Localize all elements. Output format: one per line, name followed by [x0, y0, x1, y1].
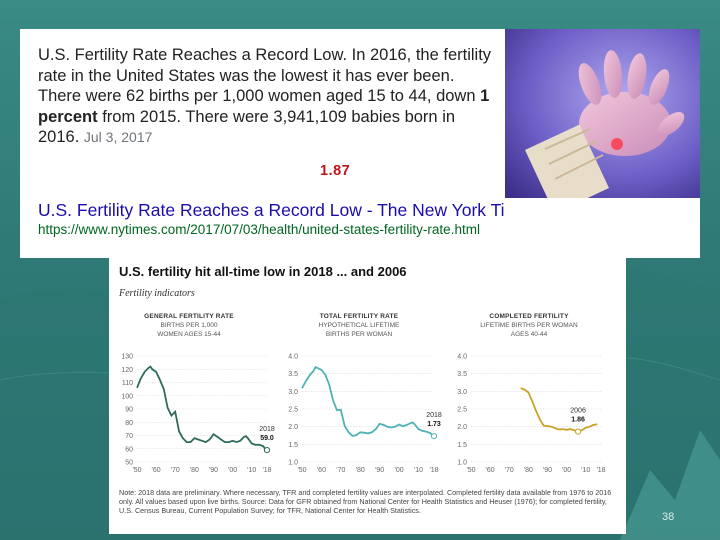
x-tick-label: '80	[190, 467, 199, 474]
x-tick-label: '50	[466, 467, 475, 474]
y-tick-label: 1.5	[288, 442, 298, 449]
x-tick-label: '80	[524, 467, 533, 474]
y-tick-label: 100	[121, 393, 133, 400]
x-tick-label: '00	[394, 467, 403, 474]
x-tick-label: '70	[171, 467, 180, 474]
y-tick-label: 120	[121, 367, 133, 374]
x-tick-label: '18	[429, 467, 438, 474]
x-tick-label: '60	[486, 467, 495, 474]
page-number: 38	[662, 511, 675, 523]
y-tick-label: 2.5	[457, 407, 467, 414]
snippet-text-part-2: from 2015. There were 3,941,109 babies b…	[38, 107, 456, 147]
figure-headline: U.S. fertility hit all-time low in 2018 …	[119, 264, 407, 279]
y-tick-label: 80	[125, 420, 133, 427]
y-tick-label: 3.0	[457, 389, 467, 396]
y-tick-label: 3.5	[288, 371, 298, 378]
fertility-charts: 1301201101009080706050'50'60'70'80'90'00…	[121, 354, 605, 475]
figure-note: Note: 2018 data are preliminary. Where n…	[119, 488, 612, 516]
figure-subhead: Fertility indicators	[119, 288, 195, 299]
x-tick-label: '00	[562, 467, 571, 474]
x-tick-label: '10	[581, 467, 590, 474]
y-tick-label: 2.0	[288, 424, 298, 431]
panel-2-subtitle: HYPOTHETICAL LIFETIME BIRTHS PER WOMAN	[318, 322, 400, 338]
y-tick-label: 1.0	[288, 460, 298, 467]
panel-1-subtitle: BIRTHS PER 1,000 WOMEN AGES 15-44	[157, 322, 221, 338]
series-line	[520, 387, 598, 433]
annotation-year: 2006	[570, 408, 586, 415]
y-tick-label: 50	[125, 460, 133, 467]
x-tick-label: '10	[414, 467, 423, 474]
x-tick-label: '00	[228, 467, 237, 474]
panel-2-title: TOTAL FERTILITY RATE	[319, 313, 399, 320]
snippet-bold-text: 1 percent	[38, 87, 490, 126]
annotation-value: 1.86	[571, 417, 585, 424]
infant-hand-image	[505, 29, 700, 198]
x-tick-label: '90	[375, 467, 384, 474]
y-tick-label: 90	[125, 407, 133, 414]
annotation-value: 59.0	[260, 435, 274, 442]
result-link-url[interactable]: https://www.nytimes.com/2017/07/03/healt…	[38, 222, 480, 237]
snippet-date: Jul 3, 2017	[83, 129, 153, 145]
annotation-point	[574, 428, 582, 435]
y-tick-label: 70	[125, 433, 133, 440]
panel-3-subtitle: LIFETIME BIRTHS PER WOMAN AGES 40-44	[480, 322, 578, 338]
x-tick-label: '50	[132, 467, 141, 474]
y-tick-label: 1.5	[457, 442, 467, 449]
infant-hand-photo	[505, 29, 700, 198]
x-tick-label: '90	[209, 467, 218, 474]
y-tick-label: 60	[125, 446, 133, 453]
x-tick-label: '10	[247, 467, 256, 474]
result-link-title[interactable]: U.S. Fertility Rate Reaches a Record Low…	[38, 200, 538, 220]
annotation-year: 2018	[426, 412, 442, 419]
annotation-value: 1.73	[427, 421, 441, 428]
y-tick-label: 2.0	[457, 424, 467, 431]
y-tick-label: 3.5	[457, 371, 467, 378]
series-line	[136, 365, 268, 451]
x-tick-label: '70	[505, 467, 514, 474]
annotation-year: 2018	[259, 426, 275, 433]
fertility-figure: U.S. fertility hit all-time low in 2018 …	[109, 258, 626, 534]
panel-3-title: COMPLETED FERTILITY	[489, 313, 569, 320]
x-tick-label: '80	[356, 467, 365, 474]
y-tick-label: 1.0	[457, 460, 467, 467]
highlight-value: 1.87	[320, 163, 351, 179]
search-answer-snippet: U.S. Fertility Rate Reaches a Record Low…	[20, 29, 538, 258]
series-line	[301, 365, 435, 437]
x-tick-label: '18	[596, 467, 605, 474]
y-tick-label: 3.0	[288, 389, 298, 396]
panel-1-title: GENERAL FERTILITY RATE	[144, 313, 234, 320]
snippet-card-extension	[505, 198, 700, 258]
x-tick-label: '90	[543, 467, 552, 474]
x-tick-label: '18	[262, 467, 271, 474]
x-tick-label: '50	[297, 467, 306, 474]
x-tick-label: '70	[336, 467, 345, 474]
annotation-point	[263, 446, 271, 454]
annotation-point	[430, 433, 438, 440]
y-tick-label: 2.5	[288, 407, 298, 414]
snippet-text: U.S. Fertility Rate Reaches a Record Low…	[38, 45, 493, 148]
x-tick-label: '60	[317, 467, 326, 474]
y-tick-label: 110	[122, 380, 133, 387]
y-tick-label: 130	[121, 354, 133, 361]
y-tick-label: 4.0	[457, 354, 467, 361]
snippet-text-part-1: U.S. Fertility Rate Reaches a Record Low…	[38, 46, 492, 105]
x-tick-label: '60	[152, 467, 161, 474]
y-tick-label: 4.0	[288, 354, 298, 361]
